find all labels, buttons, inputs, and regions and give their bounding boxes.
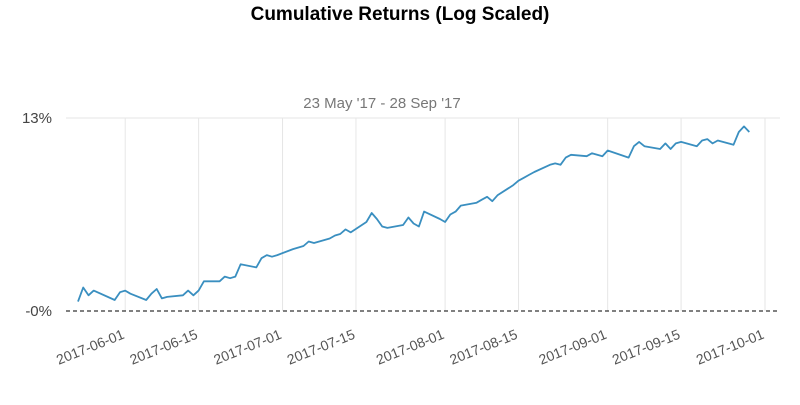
y-tick-label: 13% bbox=[22, 110, 52, 127]
x-tick-label: 2017-07-01 bbox=[211, 326, 284, 368]
x-tick-label: 2017-09-15 bbox=[610, 326, 683, 368]
chart-title: Cumulative Returns (Log Scaled) bbox=[251, 4, 550, 25]
x-tick-label: 2017-06-01 bbox=[54, 326, 127, 368]
y-axis-ticks: -0% 13% bbox=[22, 110, 52, 320]
series-layer bbox=[77, 125, 750, 302]
grid-lines bbox=[66, 117, 780, 311]
chart-subtitle: 23 May '17 - 28 Sep '17 bbox=[303, 95, 461, 112]
x-axis-ticks: 2017-06-01 2017-06-15 2017-07-01 2017-07-15… bbox=[54, 326, 766, 368]
y-tick-label: -0% bbox=[25, 303, 52, 320]
series-line bbox=[77, 125, 750, 302]
x-tick-label: 2017-06-15 bbox=[127, 326, 200, 368]
x-tick-label: 2017-10-01 bbox=[694, 326, 767, 368]
x-tick-label: 2017-08-15 bbox=[447, 326, 520, 368]
x-tick-label: 2017-08-01 bbox=[374, 326, 447, 368]
x-tick-label: 2017-09-01 bbox=[536, 326, 609, 368]
x-tick-label: 2017-07-15 bbox=[285, 326, 358, 368]
